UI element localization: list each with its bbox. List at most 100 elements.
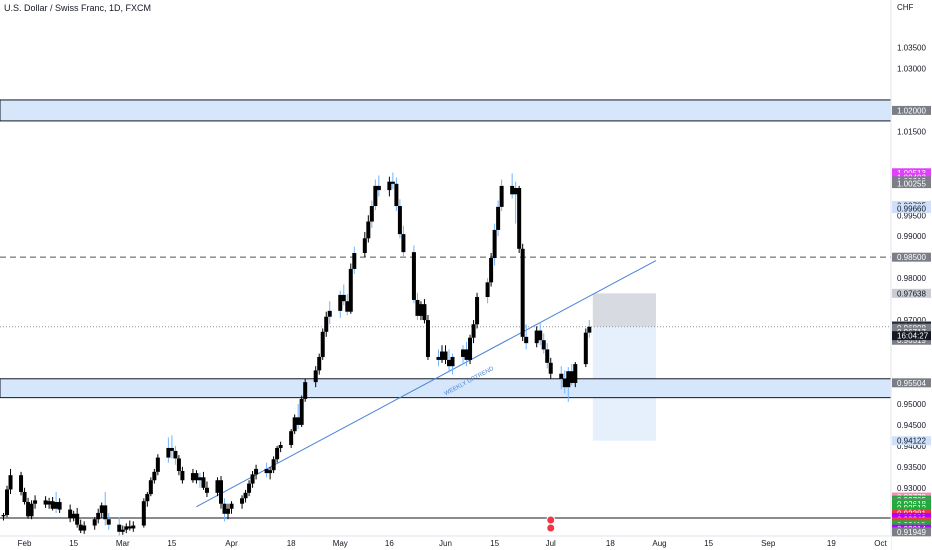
- candle-body[interactable]: [320, 331, 325, 357]
- candle-body[interactable]: [127, 526, 132, 529]
- candle-body[interactable]: [275, 447, 280, 460]
- candle-body[interactable]: [394, 183, 399, 207]
- candle-body[interactable]: [50, 501, 55, 509]
- candle-body[interactable]: [401, 234, 406, 253]
- candle-body[interactable]: [47, 501, 52, 505]
- candle-body[interactable]: [524, 336, 529, 344]
- candle-body[interactable]: [218, 480, 223, 504]
- candle-body[interactable]: [155, 457, 160, 472]
- candle-body[interactable]: [422, 304, 427, 321]
- candle-body[interactable]: [338, 294, 343, 311]
- candle-body[interactable]: [292, 417, 297, 432]
- candle-body[interactable]: [22, 491, 27, 503]
- candle-body[interactable]: [169, 447, 174, 451]
- candle-body[interactable]: [418, 304, 423, 316]
- candle-body[interactable]: [96, 512, 101, 520]
- candle-body[interactable]: [106, 519, 111, 525]
- candle-body[interactable]: [141, 501, 146, 526]
- candle-body[interactable]: [373, 185, 378, 207]
- price-badge[interactable]: [892, 527, 931, 537]
- candle-body[interactable]: [439, 351, 444, 360]
- candle-body[interactable]: [534, 330, 539, 344]
- event-marker-icon[interactable]: [546, 515, 556, 525]
- candle-body[interactable]: [8, 475, 13, 490]
- candle-body[interactable]: [541, 340, 546, 350]
- candle-body[interactable]: [117, 524, 122, 532]
- candle-body[interactable]: [489, 258, 494, 283]
- candle-body[interactable]: [215, 480, 220, 493]
- candle-body[interactable]: [317, 356, 322, 371]
- candle-body[interactable]: [517, 188, 522, 249]
- candle-body[interactable]: [485, 282, 490, 298]
- candle-body[interactable]: [194, 473, 199, 481]
- time-axis[interactable]: [0, 536, 891, 550]
- candle-body[interactable]: [201, 477, 206, 488]
- candle-body[interactable]: [587, 326, 592, 333]
- candle-body[interactable]: [366, 221, 371, 239]
- candle-body[interactable]: [92, 519, 97, 526]
- candle-body[interactable]: [71, 513, 76, 518]
- candle-body[interactable]: [513, 188, 518, 195]
- candle-body[interactable]: [197, 477, 202, 481]
- candle-body[interactable]: [54, 502, 59, 509]
- candle-body[interactable]: [425, 320, 430, 357]
- price-badge[interactable]: [892, 436, 931, 446]
- candle-body[interactable]: [29, 503, 34, 517]
- candle-body[interactable]: [313, 370, 318, 383]
- candle-body[interactable]: [75, 513, 80, 525]
- stop-loss-zone[interactable]: [592, 293, 656, 327]
- candle-body[interactable]: [390, 181, 395, 184]
- candle-body[interactable]: [348, 268, 353, 312]
- price-badge[interactable]: [892, 335, 931, 345]
- candle-body[interactable]: [415, 299, 420, 316]
- candle-body[interactable]: [352, 252, 357, 269]
- candle-body[interactable]: [548, 362, 553, 374]
- candle-body[interactable]: [499, 185, 504, 207]
- price-badge[interactable]: [892, 168, 931, 178]
- candle-body[interactable]: [376, 185, 381, 191]
- candle-body[interactable]: [190, 473, 195, 481]
- candle-body[interactable]: [247, 483, 252, 493]
- candle-body[interactable]: [296, 417, 301, 425]
- candle-body[interactable]: [468, 337, 473, 360]
- candle-body[interactable]: [226, 508, 231, 514]
- candle-body[interactable]: [145, 494, 150, 502]
- candle-body[interactable]: [562, 378, 567, 388]
- candle-body[interactable]: [271, 459, 276, 471]
- candle-body[interactable]: [43, 500, 48, 505]
- candle-body[interactable]: [1, 515, 6, 517]
- candle-body[interactable]: [510, 185, 515, 195]
- candle-body[interactable]: [471, 324, 476, 338]
- price-badge[interactable]: [892, 204, 931, 214]
- candle-body[interactable]: [397, 206, 402, 235]
- candle-body[interactable]: [254, 468, 259, 475]
- candle-body[interactable]: [268, 470, 273, 474]
- candle-body[interactable]: [538, 330, 543, 341]
- price-badge[interactable]: [892, 105, 931, 115]
- candle-body[interactable]: [243, 492, 248, 499]
- candle-body[interactable]: [57, 502, 62, 510]
- candle-body[interactable]: [26, 502, 31, 517]
- price-badge[interactable]: [892, 288, 931, 298]
- candle-body[interactable]: [443, 351, 448, 360]
- candle-body[interactable]: [250, 474, 255, 484]
- candle-body[interactable]: [229, 503, 234, 509]
- candle-body[interactable]: [569, 371, 574, 383]
- candle-body[interactable]: [124, 526, 129, 530]
- candle-body[interactable]: [289, 431, 294, 446]
- candle-body[interactable]: [369, 206, 374, 222]
- candle-body[interactable]: [264, 468, 269, 474]
- event-marker-icon[interactable]: [546, 523, 556, 533]
- price-axis[interactable]: [891, 0, 932, 550]
- candle-body[interactable]: [475, 297, 480, 325]
- candle-body[interactable]: [19, 475, 24, 492]
- candle-body[interactable]: [520, 248, 525, 337]
- candle-body[interactable]: [573, 364, 578, 383]
- candle-body[interactable]: [327, 310, 332, 317]
- candle-body[interactable]: [450, 356, 455, 367]
- candle-body[interactable]: [5, 489, 10, 516]
- candle-body[interactable]: [131, 525, 136, 529]
- candle-body[interactable]: [464, 349, 469, 360]
- candle-body[interactable]: [33, 500, 38, 504]
